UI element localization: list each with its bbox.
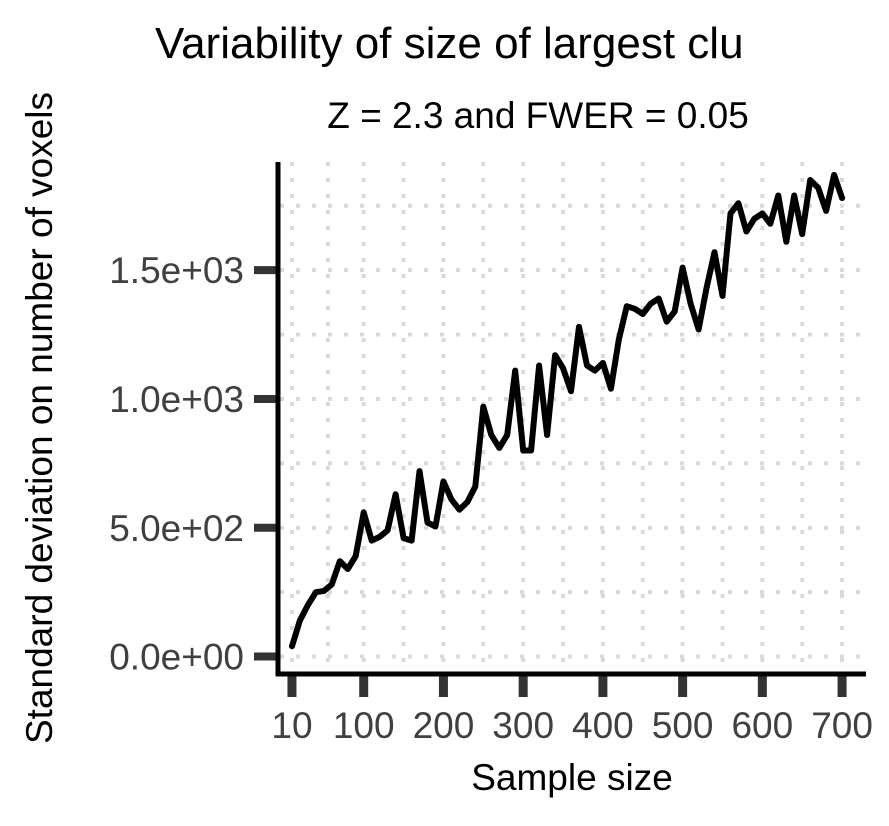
y-tick-label: 1.0e+03 [109, 379, 244, 420]
y-tick-label: 0.0e+00 [109, 637, 244, 678]
y-axis-title: Standard deviation on number of voxels [19, 92, 60, 744]
x-tick-label: 400 [572, 705, 634, 746]
y-tick-label: 5.0e+02 [109, 508, 244, 549]
x-tick-label: 200 [413, 705, 475, 746]
chart-subtitle: Z = 2.3 and FWER = 0.05 [327, 95, 749, 136]
x-tick-label: 300 [492, 705, 554, 746]
x-tick-label: 10 [271, 705, 312, 746]
chart-title: Variability of size of largest clu [155, 19, 744, 68]
x-tick-label: 600 [731, 705, 793, 746]
x-tick-label: 500 [652, 705, 714, 746]
x-tick-label: 100 [333, 705, 395, 746]
y-axis-ticks: 0.0e+00 5.0e+02 1.0e+03 1.5e+03 [109, 250, 276, 678]
grid-lines [280, 162, 866, 672]
y-tick-label: 1.5e+03 [109, 250, 244, 291]
x-axis-ticks: 10 100 200 300 400 500 600 700 [271, 676, 873, 746]
series-line [289, 171, 846, 650]
series-layer [289, 171, 846, 650]
x-axis-title: Sample size [471, 757, 673, 798]
x-tick-label: 700 [811, 705, 873, 746]
